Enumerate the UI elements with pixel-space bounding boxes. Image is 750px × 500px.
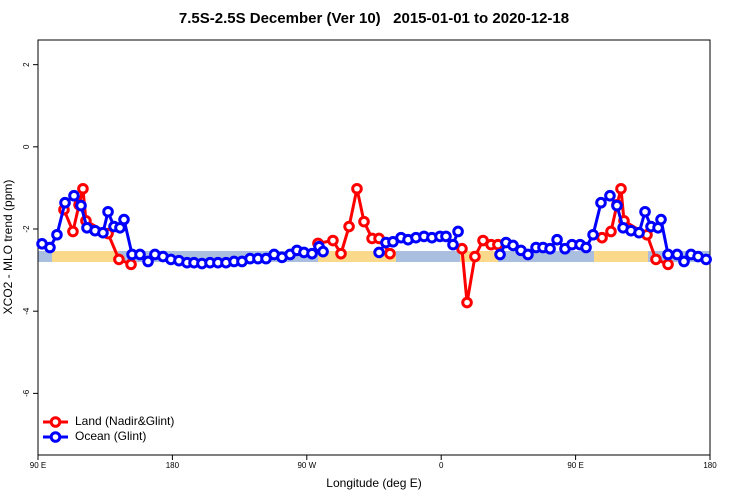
x-tick-label: 180	[166, 461, 180, 470]
data-point	[507, 239, 519, 252]
chart-title: 7.5S-2.5S December (Ver 10) 2015-01-01 t…	[179, 10, 569, 27]
y-tick-label: 0	[22, 144, 31, 149]
y-tick-label: 2	[22, 62, 31, 67]
data-point	[544, 242, 556, 255]
x-tick-label: 180	[703, 461, 717, 470]
data-point	[587, 228, 599, 241]
data-point	[358, 215, 370, 228]
data-point	[373, 246, 385, 259]
land-band	[52, 251, 118, 262]
data-point	[77, 182, 89, 195]
data-point	[142, 255, 154, 268]
y-tick-label: -4	[22, 307, 31, 315]
data-point	[317, 245, 329, 258]
land-band	[318, 251, 396, 262]
x-tick-label: 90 E	[567, 461, 583, 470]
x-tick-label: 90 W	[297, 461, 316, 470]
data-point	[605, 225, 617, 238]
data-point	[327, 234, 339, 247]
data-point	[118, 213, 130, 226]
data-point	[655, 213, 667, 226]
data-point	[461, 296, 473, 309]
data-point	[700, 253, 712, 266]
data-point	[447, 238, 459, 251]
data-point	[678, 255, 690, 268]
data-point	[650, 253, 662, 266]
data-point	[662, 248, 674, 261]
y-axis-label: XCO2 - MLO trend (ppm)	[1, 180, 15, 315]
legend-label: Ocean (Glint)	[75, 429, 146, 443]
y-tick-label: -2	[22, 225, 31, 233]
legend-marker	[49, 416, 62, 428]
legend-marker	[49, 431, 62, 443]
data-point	[306, 247, 318, 260]
data-point	[44, 241, 56, 254]
data-point	[351, 182, 363, 195]
data-point	[384, 247, 396, 260]
legend-label: Land (Nadir&Glint)	[75, 414, 174, 428]
data-point	[551, 233, 563, 246]
data-point	[335, 247, 347, 260]
data-point	[596, 231, 608, 244]
data-point	[604, 189, 616, 202]
data-point	[102, 205, 114, 218]
data-point	[67, 225, 79, 238]
data-point	[343, 220, 355, 233]
data-point	[615, 182, 627, 195]
data-point	[75, 199, 87, 212]
data-point	[671, 248, 683, 261]
data-point	[662, 258, 674, 271]
y-tick-label: -6	[22, 389, 31, 397]
land-band	[594, 251, 648, 262]
data-point	[452, 225, 464, 238]
data-point	[580, 241, 592, 254]
data-point	[633, 226, 645, 239]
data-point	[97, 226, 109, 239]
data-point	[522, 248, 534, 261]
data-point	[51, 228, 63, 241]
data-point	[134, 248, 146, 261]
x-tick-label: 0	[439, 461, 444, 470]
data-point	[494, 248, 506, 261]
data-point	[639, 205, 651, 218]
data-point	[68, 189, 80, 202]
x-axis-label: Longitude (deg E)	[326, 476, 421, 490]
data-point	[469, 250, 481, 263]
data-point	[440, 230, 452, 243]
data-point	[595, 196, 607, 209]
data-point	[125, 258, 137, 271]
data-point	[456, 242, 468, 255]
x-tick-label: 90 E	[30, 461, 46, 470]
data-point	[59, 196, 71, 209]
data-point	[611, 199, 623, 212]
data-point	[113, 253, 125, 266]
